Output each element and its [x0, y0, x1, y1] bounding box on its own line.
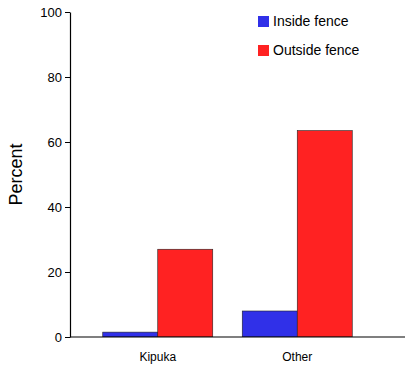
- x-tick: Other: [282, 337, 312, 364]
- x-tick: Kipuka: [139, 337, 176, 364]
- bar: [158, 249, 213, 337]
- legend-swatch: [258, 45, 269, 56]
- y-tick-label: 60: [48, 135, 62, 150]
- x-tick-label: Other: [282, 350, 312, 364]
- y-axis: 0 20 40 60 80 100: [40, 5, 70, 345]
- y-tick: 100: [40, 5, 70, 20]
- y-tick: 20: [48, 265, 70, 280]
- y-tick: 80: [48, 70, 70, 85]
- x-tick-label: Kipuka: [139, 350, 176, 364]
- y-axis-line: [70, 13, 71, 338]
- bar: [242, 311, 297, 337]
- y-tick-label: 100: [40, 5, 62, 20]
- bar: [297, 131, 352, 337]
- y-tick: 60: [48, 135, 70, 150]
- y-tick-mark: [65, 12, 70, 13]
- y-tick-label: 80: [48, 70, 62, 85]
- legend-item: Outside fence: [258, 42, 360, 58]
- bar: [103, 332, 158, 337]
- y-tick-label: 40: [48, 200, 62, 215]
- x-axis-line: [70, 336, 405, 337]
- y-tick-mark: [65, 77, 70, 78]
- y-tick-mark: [65, 142, 70, 143]
- y-tick-label: 20: [48, 265, 62, 280]
- y-tick-mark: [65, 207, 70, 208]
- legend-label: Outside fence: [273, 42, 360, 58]
- y-tick-label: 0: [55, 330, 62, 345]
- y-tick: 40: [48, 200, 70, 215]
- legend-label: Inside fence: [273, 13, 349, 29]
- y-tick-mark: [65, 272, 70, 273]
- legend-swatch: [258, 16, 269, 27]
- legend: Inside fence Outside fence: [258, 13, 360, 58]
- y-axis-title: Percent: [6, 143, 26, 205]
- y-tick-mark: [65, 337, 70, 338]
- bars: [103, 131, 353, 337]
- legend-item: Inside fence: [258, 13, 349, 29]
- chart: 0 20 40 60 80 100 Kipuka Other Percent Inside fen…: [0, 0, 415, 374]
- x-axis: Kipuka Other: [139, 337, 312, 364]
- y-tick: 0: [55, 330, 70, 345]
